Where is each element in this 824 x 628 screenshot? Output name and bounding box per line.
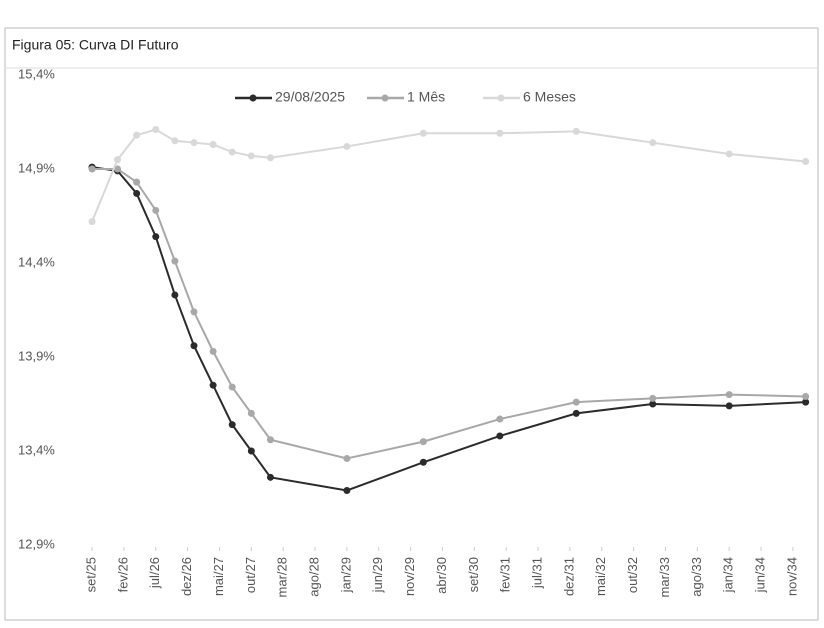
frame xyxy=(4,27,819,621)
series-point xyxy=(190,139,198,147)
series-point xyxy=(133,178,141,186)
series-point xyxy=(152,126,160,134)
series-point xyxy=(133,131,141,139)
series-point xyxy=(343,455,351,463)
series-point xyxy=(209,141,217,149)
series-point xyxy=(496,415,504,423)
series-point xyxy=(266,436,274,444)
legend-marker xyxy=(249,94,257,102)
series-point xyxy=(171,257,179,265)
x-tick-label: ago/33 xyxy=(689,557,704,597)
y-tick-label: 13,4% xyxy=(18,442,55,457)
series-point xyxy=(228,383,236,391)
series-point xyxy=(419,438,427,446)
series-point xyxy=(496,129,504,137)
series-point xyxy=(114,156,122,164)
series-point xyxy=(133,189,141,197)
x-tick-label: nov/34 xyxy=(784,557,799,596)
series-point xyxy=(190,342,198,350)
x-tick-label: set/25 xyxy=(83,557,98,592)
x-tick-label: dez/26 xyxy=(179,557,194,596)
series-point xyxy=(190,308,198,316)
legend-label: 6 Meses xyxy=(523,89,576,105)
legend-marker xyxy=(497,94,505,102)
series-point xyxy=(266,473,274,481)
series-point xyxy=(725,402,733,410)
series-point xyxy=(572,398,580,406)
series-point xyxy=(247,447,255,455)
series-point xyxy=(572,127,580,135)
series-point xyxy=(247,152,255,160)
x-tick-label: dez/31 xyxy=(561,557,576,596)
x-tick-label: ago/28 xyxy=(306,557,321,597)
x-tick-label: mar/33 xyxy=(657,557,672,597)
series-point xyxy=(419,458,427,466)
x-tick-label: mai/27 xyxy=(211,557,226,596)
y-tick-label: 14,4% xyxy=(18,254,55,269)
series-point xyxy=(802,157,810,165)
series-point xyxy=(343,142,351,150)
x-tick-label: abr/30 xyxy=(434,557,449,594)
legend-label: 29/08/2025 xyxy=(275,89,345,105)
x-tick-label: jul/26 xyxy=(147,557,162,589)
x-tick-label: mai/32 xyxy=(593,557,608,596)
x-tick-label: nov/29 xyxy=(402,557,417,596)
series-point xyxy=(496,432,504,440)
series-point xyxy=(228,421,236,429)
series-point xyxy=(209,381,217,389)
series-point xyxy=(343,486,351,494)
series-point xyxy=(725,150,733,158)
y-tick-label: 13,9% xyxy=(18,348,55,363)
legend-label: 1 Mês xyxy=(407,89,445,105)
series-point xyxy=(152,233,160,241)
series-point xyxy=(171,137,179,145)
y-tick-label: 14,9% xyxy=(18,160,55,175)
x-tick-label: out/27 xyxy=(243,557,258,593)
x-tick-label: fev/26 xyxy=(115,557,130,592)
series-point xyxy=(419,129,427,137)
series-point xyxy=(171,291,179,299)
series-point xyxy=(649,394,657,402)
series-point xyxy=(649,400,657,408)
series-point xyxy=(802,398,810,406)
x-tick-label: jul/31 xyxy=(529,557,544,589)
series-point xyxy=(572,409,580,417)
x-tick-label: set/30 xyxy=(466,557,481,592)
series-point xyxy=(725,391,733,399)
series-point xyxy=(88,165,96,173)
x-tick-label: mar/28 xyxy=(275,557,290,597)
series-point xyxy=(228,148,236,156)
series-point xyxy=(114,165,122,173)
chart-title: Figura 05: Curva DI Futuro xyxy=(12,37,179,53)
series-point xyxy=(802,392,810,400)
series-point xyxy=(152,206,160,214)
series-point xyxy=(209,347,217,355)
legend-marker xyxy=(381,94,389,102)
x-tick-label: jun/34 xyxy=(752,557,767,593)
y-tick-label: 12,9% xyxy=(18,536,55,551)
series-point xyxy=(88,218,96,226)
x-tick-label: jun/29 xyxy=(370,557,385,593)
x-tick-label: out/32 xyxy=(625,557,640,593)
series-point xyxy=(266,154,274,162)
x-tick-label: jan/34 xyxy=(721,557,736,593)
x-tick-label: fev/31 xyxy=(498,557,513,592)
x-tick-label: jan/29 xyxy=(338,557,353,593)
series-point xyxy=(247,409,255,417)
series-point xyxy=(649,139,657,147)
y-tick-label: 15,4% xyxy=(18,66,55,81)
